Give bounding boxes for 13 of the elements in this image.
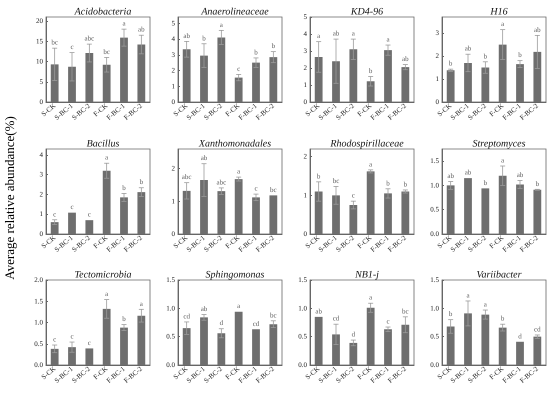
chart-title: NB1-j bbox=[354, 270, 380, 281]
chart-title: Tectomicrobia bbox=[74, 270, 132, 281]
chart-title: Rhodospirillaceae bbox=[329, 138, 404, 150]
chart-title: Bacillus bbox=[86, 138, 120, 150]
chart-title: Acidobacteria bbox=[74, 6, 132, 18]
chart-title: KD4-96 bbox=[350, 6, 384, 18]
chart-title: Variibacter bbox=[476, 270, 522, 281]
chart-title: Streptomyces bbox=[472, 138, 526, 150]
chart-title: Xanthomonadales bbox=[198, 138, 272, 150]
chart-title: H16 bbox=[489, 6, 508, 18]
chart-title: Anaerolineaceae bbox=[200, 6, 270, 18]
y-axis-title: Average relative abundance(%) bbox=[2, 116, 18, 280]
chart-title: Sphingomonas bbox=[206, 270, 265, 281]
